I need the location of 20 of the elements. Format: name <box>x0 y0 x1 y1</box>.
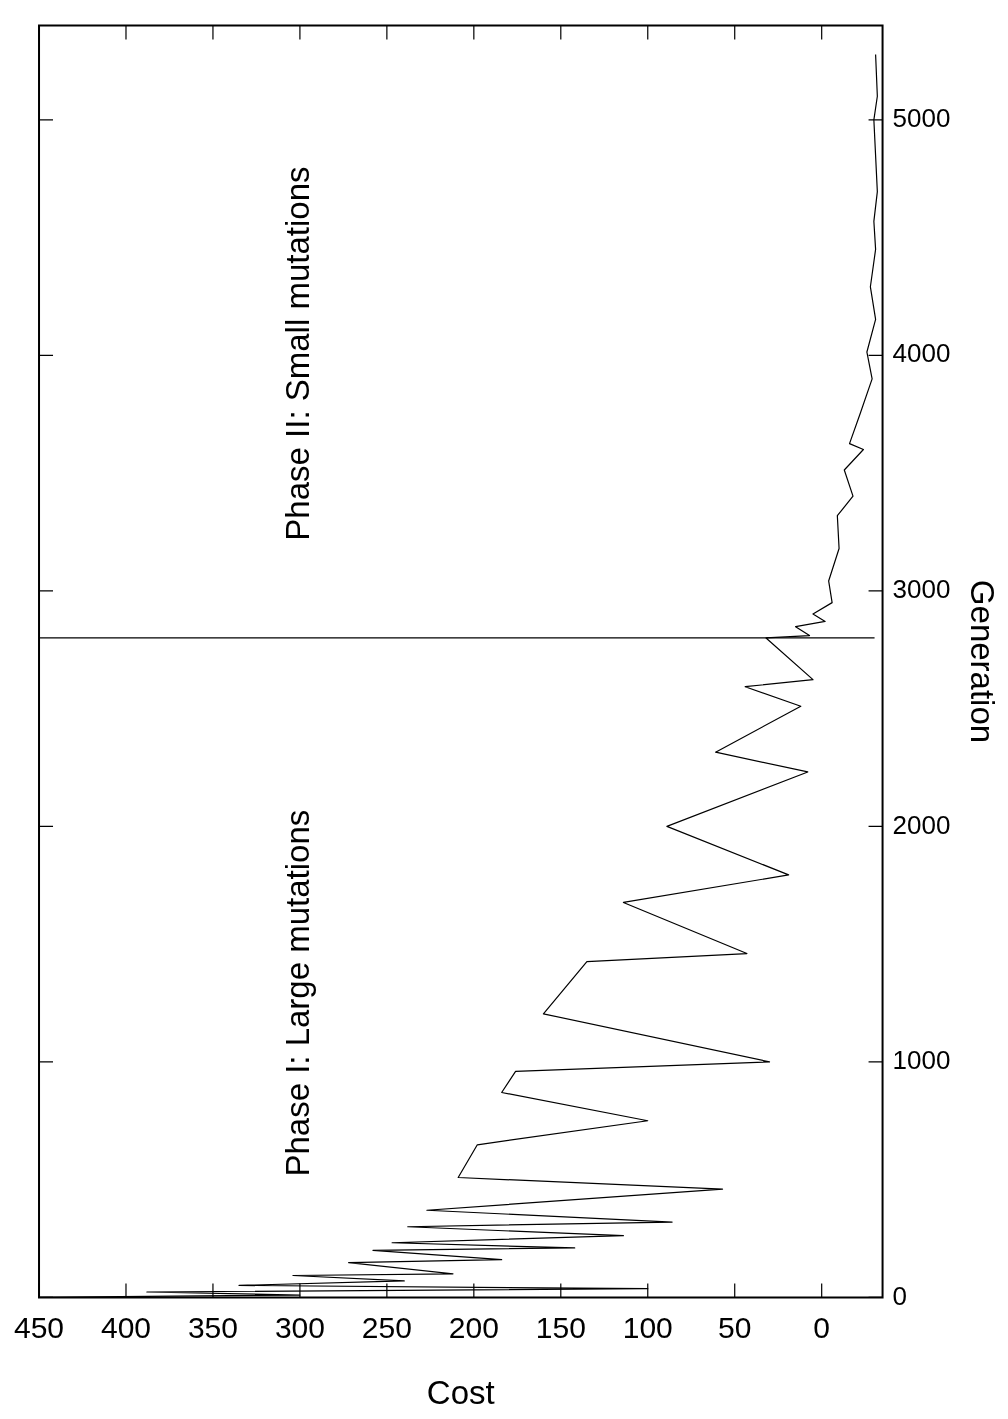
x-tick-label: 150 <box>535 1310 586 1344</box>
x-tick-label: 450 <box>14 1310 65 1344</box>
annotation: Phase II: Small mutations <box>278 166 316 541</box>
x-tick-label: 0 <box>813 1310 831 1344</box>
annotation: Phase I: Large mutations <box>278 809 316 1177</box>
x-tick-label: 200 <box>448 1310 499 1344</box>
x-tick-label: 300 <box>274 1310 325 1344</box>
y-tick-label: 4000 <box>892 338 951 369</box>
x-tick-label: 50 <box>718 1310 752 1344</box>
x-tick-label: 400 <box>100 1310 152 1344</box>
y-tick-label: 3000 <box>892 574 951 605</box>
x-tick-label: 250 <box>361 1310 412 1344</box>
y-tick-label: 1000 <box>892 1045 951 1076</box>
x-axis-title: Cost <box>426 1374 495 1412</box>
x-tick-label: 350 <box>187 1310 238 1344</box>
y-tick-label: 2000 <box>892 809 951 840</box>
y-tick-label: 5000 <box>892 102 951 133</box>
y-axis-title: Generation <box>964 579 1002 744</box>
x-tick-label: 100 <box>622 1310 673 1344</box>
y-tick-label: 0 <box>892 1280 908 1311</box>
